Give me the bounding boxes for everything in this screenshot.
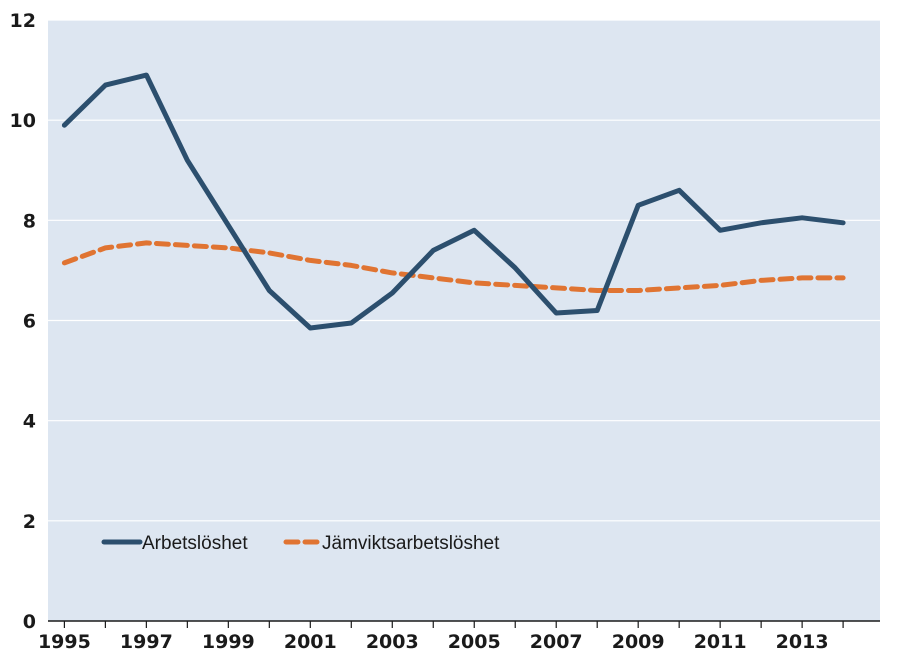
x-tick-label-2011: 2011 xyxy=(694,631,747,653)
x-tick-label-2009: 2009 xyxy=(612,631,665,653)
legend: Arbetslöshet Jämviktsarbetslöshet xyxy=(101,533,500,554)
y-axis-ticks: 0 2 4 6 8 10 12 xyxy=(10,10,36,633)
legend-label-arbetsloshet: Arbetslöshet xyxy=(142,533,248,554)
y-tick-label-12: 12 xyxy=(10,10,36,32)
x-tick-label-1997: 1997 xyxy=(120,631,173,653)
y-tick-label-6: 6 xyxy=(23,311,36,333)
x-axis-ticks: 1995 1997 1999 2001 2003 2005 2007 2009 2011 2013 xyxy=(38,621,844,653)
gridlines xyxy=(48,19,880,522)
y-tick-label-4: 4 xyxy=(23,411,36,433)
x-tick-label-2007: 2007 xyxy=(530,631,583,653)
x-tick-label-2001: 2001 xyxy=(284,631,337,653)
y-tick-label-8: 8 xyxy=(23,210,36,232)
legend-label-jamviktsarbetsloshet: Jämviktsarbetslöshet xyxy=(322,533,500,554)
series-layer xyxy=(61,72,846,331)
y-tick-label-0: 0 xyxy=(23,611,36,633)
x-tick-label-2003: 2003 xyxy=(366,631,419,653)
y-tick-label-10: 10 xyxy=(10,110,36,132)
x-tick-label-2005: 2005 xyxy=(448,631,501,653)
x-tick-label-2013: 2013 xyxy=(776,631,829,653)
x-tick-label-1995: 1995 xyxy=(38,631,91,653)
y-tick-label-2: 2 xyxy=(23,511,36,533)
series-line-1 xyxy=(61,240,846,293)
series-line-0 xyxy=(61,72,846,331)
x-tick-label-1999: 1999 xyxy=(202,631,255,653)
